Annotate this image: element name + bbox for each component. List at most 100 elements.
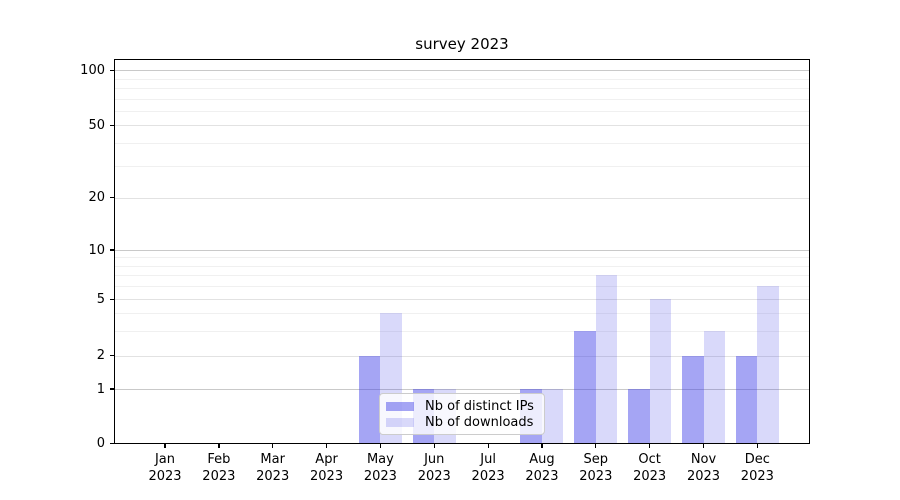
- x-tick-year: 2023: [525, 468, 559, 484]
- x-tick-month: Sep: [583, 452, 609, 467]
- x-tick-label: Sep 2023: [566, 452, 626, 485]
- y-gridline-minor: [114, 330, 810, 332]
- x-tick-month: May: [366, 452, 394, 467]
- x-tick-mark: [218, 443, 220, 448]
- y-tick-label: 50: [88, 117, 105, 133]
- bar-downloads: [703, 330, 725, 444]
- y-gridline-minor: [114, 165, 810, 167]
- x-tick-label: Jun 2023: [404, 452, 464, 485]
- y-tick-mark: [109, 249, 114, 251]
- x-tick-year: 2023: [363, 468, 397, 484]
- y-tick-label: 100: [80, 62, 105, 78]
- x-tick-month: Nov: [690, 452, 717, 467]
- bar-downloads: [595, 275, 618, 444]
- legend: Nb of distinct IPs Nb of downloads: [379, 393, 545, 435]
- plot-frame: [114, 59, 810, 444]
- x-tick-mark: [272, 443, 274, 448]
- x-tick-mark: [164, 443, 166, 448]
- x-tick-mark: [325, 443, 328, 448]
- y-tick-label: 2: [96, 348, 105, 364]
- bar-distinct-ips: [735, 355, 758, 444]
- y-gridline-minor: [114, 257, 810, 259]
- y-tick-mark: [109, 69, 114, 71]
- x-tick-mark: [702, 443, 705, 448]
- y-gridline-minor: [114, 110, 810, 112]
- y-gridline-minor: [114, 313, 810, 315]
- y-gridline-minor: [114, 88, 810, 89]
- x-tick-month: Aug: [529, 452, 555, 467]
- y-tick-mark: [109, 197, 114, 199]
- x-tick-year: 2023: [417, 468, 451, 484]
- y-gridline-major: [114, 355, 810, 357]
- legend-swatch: [386, 401, 414, 411]
- x-tick-mark: [541, 443, 543, 448]
- x-tick-mark: [379, 443, 382, 448]
- x-tick-year: 2023: [256, 468, 290, 484]
- y-tick-label: 0: [96, 436, 105, 451]
- y-gridline-major: [114, 125, 810, 127]
- bar-distinct-ips: [358, 355, 381, 444]
- y-gridline-minor: [114, 78, 810, 80]
- legend-label: Nb of distinct IPs: [425, 398, 534, 414]
- legend-item: Nb of distinct IPs: [386, 399, 538, 414]
- x-tick-label: Aug 2023: [512, 452, 572, 485]
- bar-downloads: [757, 286, 779, 444]
- y-tick-mark: [109, 442, 114, 445]
- y-gridline-minor: [114, 286, 810, 288]
- x-tick-year: 2023: [686, 468, 721, 484]
- x-tick-year: 2023: [310, 468, 344, 484]
- x-tick-year: 2023: [148, 468, 182, 484]
- x-tick-mark: [433, 443, 435, 448]
- x-tick-mark: [649, 443, 651, 448]
- y-tick-label: 10: [88, 242, 105, 258]
- y-gridline-minor: [114, 275, 810, 277]
- x-tick-year: 2023: [471, 468, 505, 484]
- bar-distinct-ips: [682, 355, 704, 444]
- bar-downloads: [649, 299, 672, 444]
- x-tick-month: Oct: [638, 452, 661, 467]
- x-tick-label: Mar 2023: [243, 452, 303, 485]
- x-tick-month: Jul: [480, 452, 496, 467]
- x-tick-mark: [595, 443, 597, 448]
- y-tick-label: 20: [88, 190, 105, 206]
- y-tick-mark: [109, 355, 114, 357]
- x-tick-label: May 2023: [350, 452, 410, 485]
- x-tick-mark: [487, 443, 489, 448]
- x-tick-month: Feb: [207, 452, 231, 467]
- legend-swatch: [386, 417, 414, 427]
- y-tick-mark: [109, 298, 114, 300]
- y-gridline-major: [114, 70, 810, 72]
- plot-area: [114, 59, 810, 444]
- y-gridline-major: [114, 299, 810, 301]
- x-tick-month: Dec: [744, 452, 770, 467]
- x-tick-month: Jan: [154, 452, 176, 467]
- x-tick-label: Jul 2023: [458, 452, 518, 485]
- y-gridline-major: [114, 197, 810, 199]
- bar-distinct-ips: [628, 389, 650, 444]
- x-tick-label: Oct 2023: [620, 452, 680, 485]
- y-gridline-minor: [114, 142, 810, 144]
- x-tick-year: 2023: [740, 468, 774, 484]
- y-tick-mark: [109, 388, 114, 390]
- y-tick-label: 1: [96, 381, 105, 397]
- x-tick-year: 2023: [633, 468, 667, 484]
- y-tick-label: 5: [96, 291, 105, 307]
- y-gridline-major: [114, 389, 810, 390]
- x-tick-label: Nov 2023: [674, 452, 734, 485]
- y-gridline-minor: [114, 98, 810, 100]
- x-tick-mark: [756, 443, 759, 448]
- x-tick-month: Jun: [424, 452, 445, 467]
- x-tick-label: Jan 2023: [135, 452, 195, 485]
- y-gridline-major: [114, 250, 810, 251]
- x-tick-label: Apr 2023: [297, 452, 357, 485]
- legend-item: Nb of downloads: [386, 415, 538, 430]
- x-tick-month: Mar: [260, 452, 285, 467]
- bar-downloads: [541, 389, 564, 444]
- x-tick-label: Feb 2023: [189, 452, 249, 485]
- x-tick-year: 2023: [202, 468, 236, 484]
- y-gridline-minor: [114, 265, 810, 267]
- x-tick-month: Apr: [315, 452, 338, 467]
- x-tick-year: 2023: [579, 468, 613, 484]
- legend-label: Nb of downloads: [425, 414, 534, 430]
